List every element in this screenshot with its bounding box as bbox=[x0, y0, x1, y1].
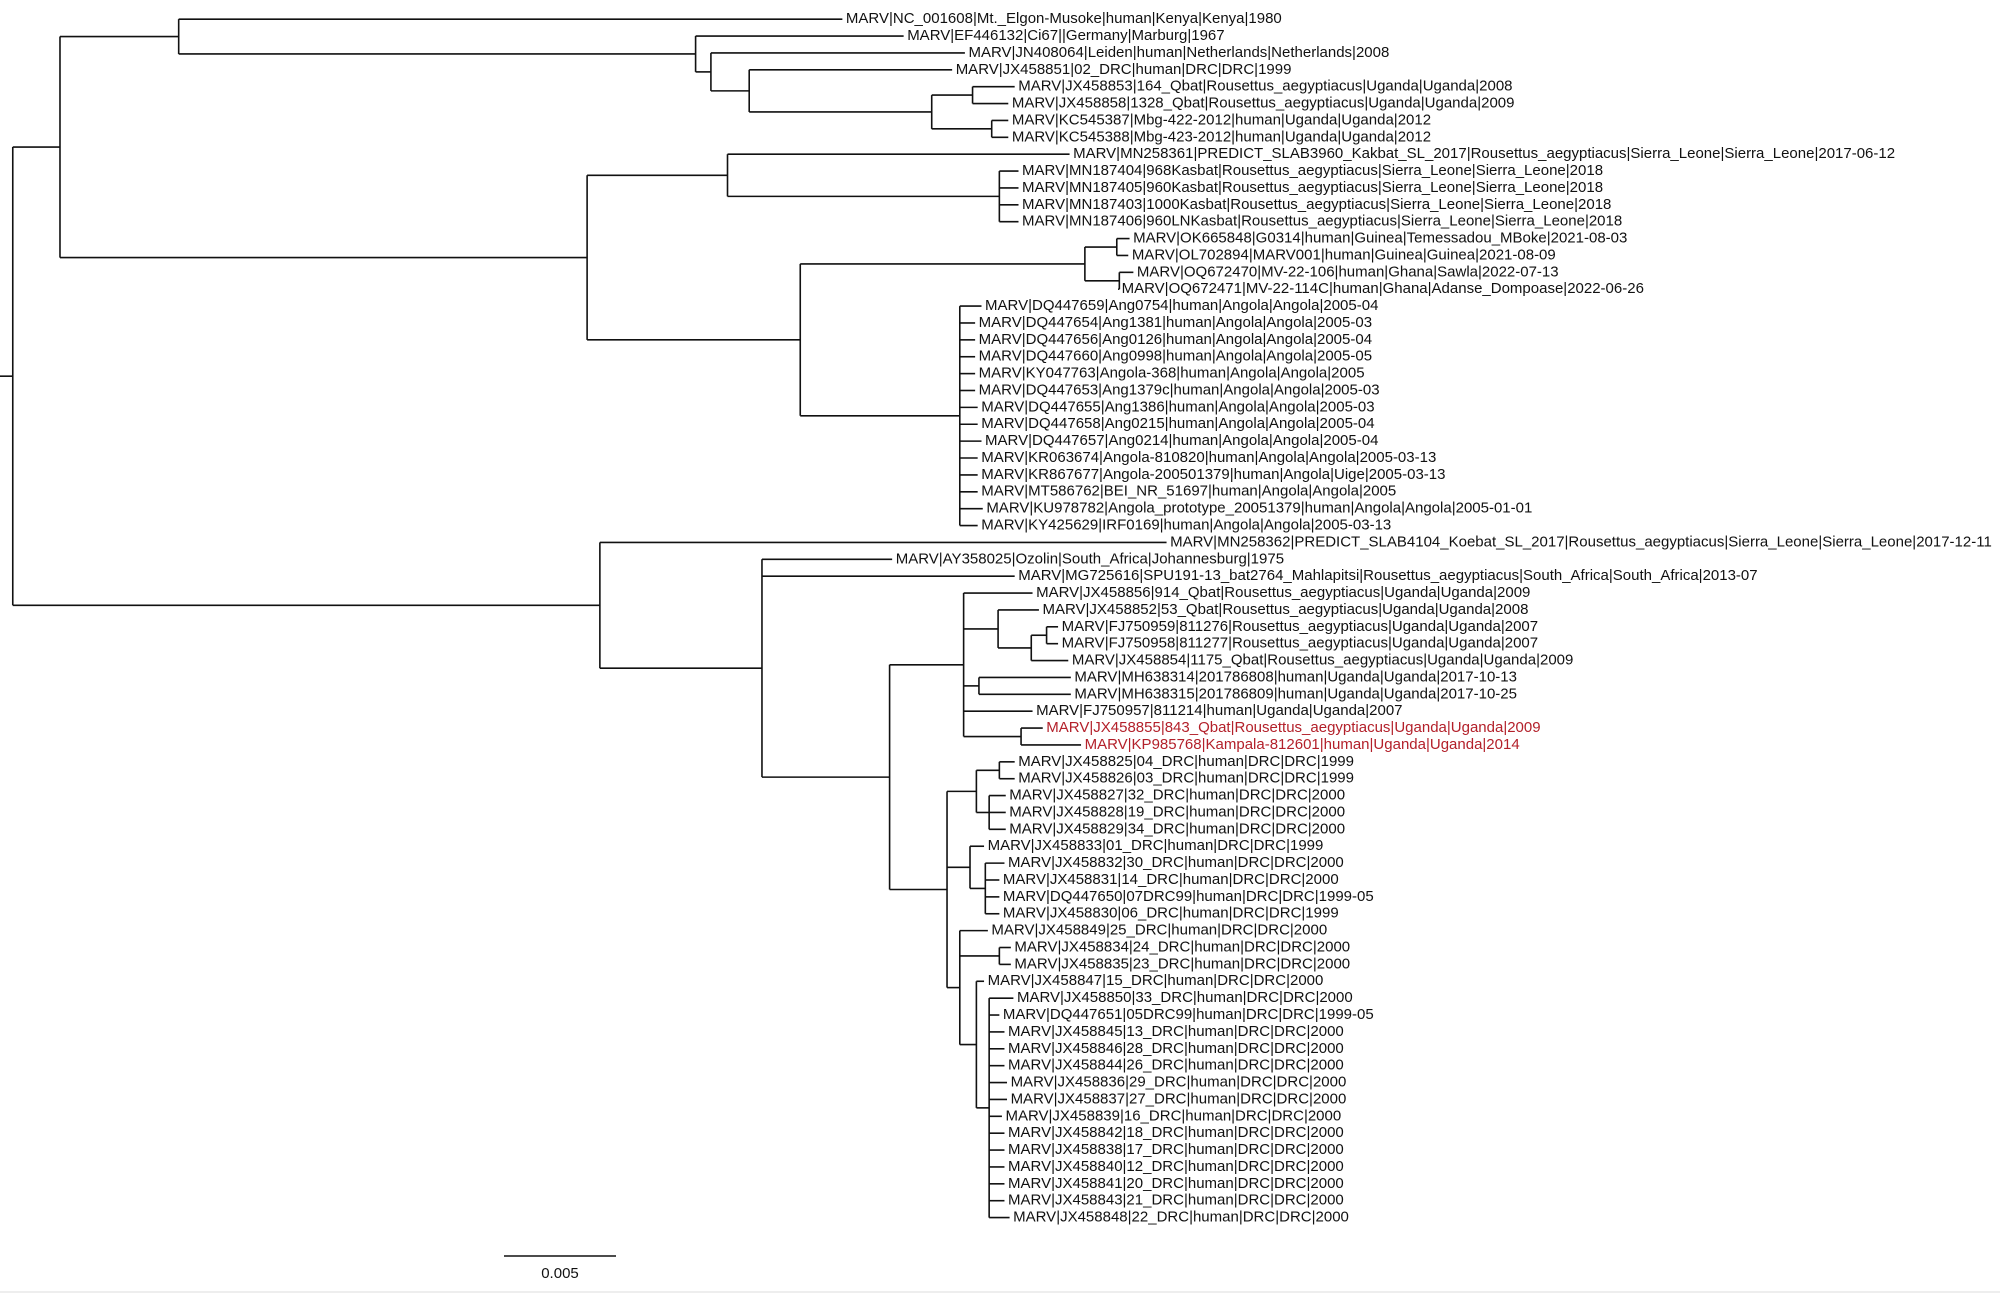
leaf-label: MARV|JX458848|22_DRC|human|DRC|DRC|2000 bbox=[1013, 1209, 1349, 1226]
leaf-label: MARV|DQ447660|Ang0998|human|Angola|Angol… bbox=[979, 348, 1372, 365]
leaf-label: MARV|KR063674|Angola-810820|human|Angola… bbox=[981, 449, 1436, 466]
leaf-label: MARV|JX458834|24_DRC|human|DRC|DRC|2000 bbox=[1014, 938, 1350, 955]
leaf-label: MARV|JX458835|23_DRC|human|DRC|DRC|2000 bbox=[1014, 955, 1350, 972]
leaf-label: MARV|KR867677|Angola-200501379|human|Ang… bbox=[981, 466, 1445, 483]
leaf-label: MARV|MN187406|960LNKasbat|Rousettus_aegy… bbox=[1022, 213, 1622, 230]
leaf-label: MARV|JX458828|19_DRC|human|DRC|DRC|2000 bbox=[1009, 803, 1345, 820]
leaf-label: MARV|MN187405|960Kasbat|Rousettus_aegypt… bbox=[1022, 179, 1603, 196]
leaf-label: MARV|KC545387|Mbg-422-2012|human|Uganda|… bbox=[1012, 111, 1431, 128]
leaf-label: MARV|JX458850|33_DRC|human|DRC|DRC|2000 bbox=[1017, 989, 1353, 1006]
leaf-label: MARV|JX458832|30_DRC|human|DRC|DRC|2000 bbox=[1008, 854, 1344, 871]
leaf-label: MARV|JX458849|25_DRC|human|DRC|DRC|2000 bbox=[991, 922, 1327, 939]
leaf-label: MARV|FJ750958|811277|Rousettus_aegyptiac… bbox=[1062, 635, 1539, 652]
leaf-label: MARV|MN258361|PREDICT_SLAB3960_Kakbat_SL… bbox=[1073, 145, 1895, 162]
leaf-label: MARV|JX458858|1328_Qbat|Rousettus_aegypt… bbox=[1012, 95, 1515, 112]
leaf-label: MARV|DQ447653|Ang1379c|human|Angola|Ango… bbox=[979, 381, 1380, 398]
leaf-label: MARV|MG725616|SPU191-13_bat2764_Mahlapit… bbox=[1018, 567, 1757, 584]
leaf-label: MARV|JX458843|21_DRC|human|DRC|DRC|2000 bbox=[1008, 1192, 1344, 1209]
leaf-label: MARV|OQ672470|MV-22-106|human|Ghana|Sawl… bbox=[1137, 263, 1559, 280]
leaf-label: MARV|MH638314|201786808|human|Uganda|Uga… bbox=[1074, 668, 1517, 685]
leaf-label: MARV|JX458831|14_DRC|human|DRC|DRC|2000 bbox=[1003, 871, 1339, 888]
leaf-label: MARV|JX458829|34_DRC|human|DRC|DRC|2000 bbox=[1009, 820, 1345, 837]
leaf-label: MARV|JX458854|1175_Qbat|Rousettus_aegypt… bbox=[1072, 652, 1574, 669]
leaf-label: MARV|JX458825|04_DRC|human|DRC|DRC|1999 bbox=[1018, 753, 1354, 770]
leaf-label: MARV|FJ750959|811276|Rousettus_aegyptiac… bbox=[1062, 618, 1539, 635]
leaf-label: MARV|JX458838|17_DRC|human|DRC|DRC|2000 bbox=[1008, 1141, 1344, 1158]
leaf-label: MARV|MN187404|968Kasbat|Rousettus_aegypt… bbox=[1022, 162, 1603, 179]
leaf-label: MARV|JX458851|02_DRC|human|DRC|DRC|1999 bbox=[956, 61, 1292, 78]
leaf-label: MARV|DQ447657|Ang0214|human|Angola|Angol… bbox=[985, 432, 1378, 449]
leaf-label: MARV|JX458842|18_DRC|human|DRC|DRC|2000 bbox=[1008, 1124, 1344, 1141]
leaf-label: MARV|JX458833|01_DRC|human|DRC|DRC|1999 bbox=[988, 837, 1324, 854]
leaf-label: MARV|JX458853|164_Qbat|Rousettus_aegypti… bbox=[1018, 78, 1512, 95]
leaf-label: MARV|DQ447651|05DRC99|human|DRC|DRC|1999… bbox=[1003, 1006, 1374, 1023]
leaf-label: MARV|OQ672471|MV-22-114C|human|Ghana|Ada… bbox=[1122, 280, 1644, 297]
leaf-label: MARV|DQ447656|Ang0126|human|Angola|Angol… bbox=[979, 331, 1372, 348]
leaf-label: MARV|KC545388|Mbg-423-2012|human|Uganda|… bbox=[1012, 128, 1431, 145]
leaf-label: MARV|JX458830|06_DRC|human|DRC|DRC|1999 bbox=[1003, 905, 1339, 922]
leaf-label: MARV|DQ447655|Ang1386|human|Angola|Angol… bbox=[981, 398, 1374, 415]
leaf-label: MARV|MN187403|1000Kasbat|Rousettus_aegyp… bbox=[1022, 196, 1611, 213]
leaf-label: MARV|MN258362|PREDICT_SLAB4104_Koebat_SL… bbox=[1170, 533, 1992, 550]
leaf-label: MARV|JX458827|32_DRC|human|DRC|DRC|2000 bbox=[1009, 787, 1345, 804]
leaf-label: MARV|KY047763|Angola-368|human|Angola|An… bbox=[979, 365, 1365, 382]
leaf-label: MARV|AY358025|Ozolin|South_Africa|Johann… bbox=[896, 550, 1284, 567]
leaf-label: MARV|KY425629|IRF0169|human|Angola|Angol… bbox=[981, 516, 1391, 533]
leaf-label: MARV|KU978782|Angola_prototype_20051379|… bbox=[986, 500, 1532, 517]
leaf-label: MARV|JX458856|914_Qbat|Rousettus_aegypti… bbox=[1036, 584, 1530, 601]
leaf-label: MARV|NC_001608|Mt._Elgon-Musoke|human|Ke… bbox=[846, 10, 1282, 27]
leaf-label: MARV|OL702894|MARV001|human|Guinea|Guine… bbox=[1132, 246, 1556, 263]
leaf-label: MARV|DQ447650|07DRC99|human|DRC|DRC|1999… bbox=[1003, 888, 1374, 905]
leaf-label: MARV|DQ447659|Ang0754|human|Angola|Angol… bbox=[985, 297, 1378, 314]
leaf-label: MARV|MT586762|BEI_NR_51697|human|Angola|… bbox=[981, 483, 1396, 500]
leaf-label: MARV|JX458841|20_DRC|human|DRC|DRC|2000 bbox=[1008, 1175, 1344, 1192]
leaf-label: MARV|JX458837|27_DRC|human|DRC|DRC|2000 bbox=[1011, 1090, 1347, 1107]
leaf-label: MARV|JX458839|16_DRC|human|DRC|DRC|2000 bbox=[1005, 1107, 1341, 1124]
leaf-label: MARV|DQ447654|Ang1381|human|Angola|Angol… bbox=[979, 314, 1372, 331]
leaf-label: MARV|MH638315|201786809|human|Uganda|Uga… bbox=[1074, 685, 1517, 702]
leaf-label: MARV|KP985768|Kampala-812601|human|Ugand… bbox=[1085, 736, 1520, 753]
leaf-label: MARV|JX458836|29_DRC|human|DRC|DRC|2000 bbox=[1011, 1074, 1347, 1091]
leaf-label: MARV|JX458852|53_Qbat|Rousettus_aegyptia… bbox=[1042, 601, 1528, 618]
leaf-label: MARV|FJ750957|811214|human|Uganda|Uganda… bbox=[1036, 702, 1402, 719]
scale-bar-label: 0.005 bbox=[541, 1265, 579, 1282]
leaf-label: MARV|OK665848|G0314|human|Guinea|Temessa… bbox=[1133, 230, 1627, 247]
leaf-label: MARV|DQ447658|Ang0215|human|Angola|Angol… bbox=[981, 415, 1374, 432]
leaf-label: MARV|JX458840|12_DRC|human|DRC|DRC|2000 bbox=[1008, 1158, 1344, 1175]
leaf-label: MARV|JX458826|03_DRC|human|DRC|DRC|1999 bbox=[1018, 770, 1354, 787]
leaf-label: MARV|EF446132|Ci67||Germany|Marburg|1967 bbox=[907, 27, 1224, 44]
leaf-label: MARV|JX458845|13_DRC|human|DRC|DRC|2000 bbox=[1008, 1023, 1344, 1040]
leaf-label: MARV|JX458855|843_Qbat|Rousettus_aegypti… bbox=[1046, 719, 1540, 736]
leaf-label: MARV|JX458846|28_DRC|human|DRC|DRC|2000 bbox=[1008, 1040, 1344, 1057]
leaf-label: MARV|JX458844|26_DRC|human|DRC|DRC|2000 bbox=[1008, 1057, 1344, 1074]
leaf-label: MARV|JN408064|Leiden|human|Netherlands|N… bbox=[968, 44, 1389, 61]
leaf-label: MARV|JX458847|15_DRC|human|DRC|DRC|2000 bbox=[988, 972, 1324, 989]
